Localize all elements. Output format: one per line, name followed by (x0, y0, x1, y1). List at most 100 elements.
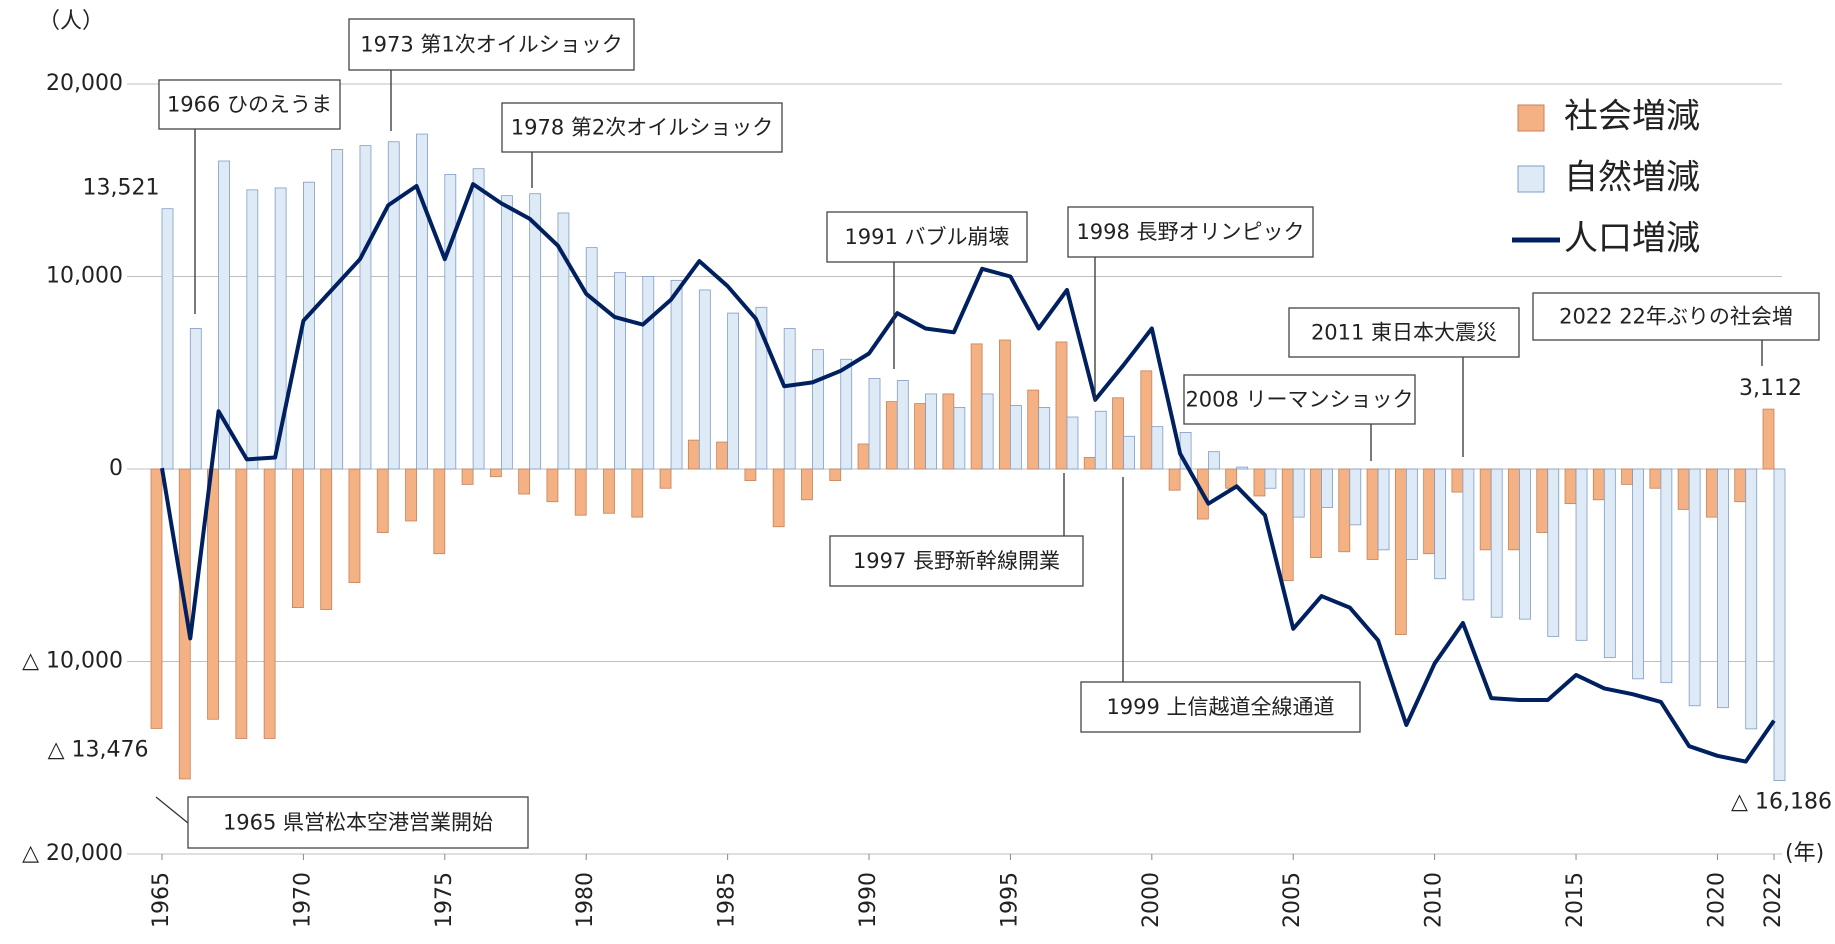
bar (1649, 468, 1662, 489)
data-label: △ 13,476 (48, 737, 149, 762)
legend-swatch (1517, 104, 1545, 132)
bar (1762, 408, 1775, 470)
bar (1140, 370, 1153, 470)
data-label: △ 16,186 (1731, 790, 1832, 815)
y-tick-label: 20,000 (46, 71, 123, 96)
bar (444, 174, 457, 470)
bar (433, 468, 446, 555)
bar (1575, 468, 1588, 641)
annotation: 2022 22年ぶりの社会増 (1532, 292, 1820, 366)
annotation-text: 2011 東日本大震災 (1311, 321, 1497, 345)
bar (1405, 468, 1418, 560)
bar (1310, 468, 1322, 558)
y-tick-label: △ 10,000 (22, 649, 123, 674)
bar (801, 468, 813, 501)
bar (642, 276, 655, 470)
bar (1734, 468, 1747, 503)
bar (1717, 468, 1729, 709)
bar (1338, 468, 1351, 553)
bar (292, 468, 304, 609)
y-tick-label: 10,000 (46, 264, 123, 289)
bar (574, 468, 587, 516)
x-tick-label: 2020 (1704, 872, 1729, 928)
annotation-box (187, 796, 529, 849)
bar (981, 393, 994, 470)
bar (1321, 468, 1333, 508)
bar (1547, 468, 1560, 637)
bar (489, 468, 502, 478)
bar (614, 272, 626, 470)
bar (207, 468, 219, 720)
bar (687, 439, 700, 470)
bar (218, 160, 230, 470)
annotation-text: 1997 長野新幹線開業 (853, 549, 1060, 573)
annotation-text: 1965 県営松本空港営業開始 (223, 811, 493, 835)
bar (246, 189, 259, 470)
annotation: 1997 長野新幹線開業 (829, 473, 1084, 587)
bar (896, 380, 909, 470)
x-tick-label: 1975 (432, 872, 457, 928)
bar (1010, 405, 1022, 470)
x-tick-label: 1965 (149, 872, 174, 928)
bar (1027, 389, 1040, 470)
bar (829, 468, 842, 481)
annotation-box (1532, 292, 1820, 341)
bar (263, 468, 276, 739)
bar (698, 289, 711, 470)
bar (670, 279, 683, 470)
bar (631, 468, 644, 518)
bar (1490, 468, 1503, 618)
data-label: 13,521 (83, 176, 160, 201)
bar (1508, 468, 1520, 551)
annotation-text: 2022 22年ぶりの社会増 (1559, 305, 1793, 329)
bar (235, 468, 248, 739)
bar (1055, 341, 1068, 470)
x-tick-label: 1990 (856, 872, 881, 928)
bar (1462, 468, 1475, 601)
bar (1688, 468, 1701, 707)
bar (1253, 468, 1266, 497)
bar (1094, 410, 1107, 470)
bar (840, 358, 853, 470)
bar (744, 468, 757, 481)
bar (603, 468, 615, 514)
bar (1479, 468, 1492, 551)
bar (416, 133, 428, 470)
bar (161, 208, 174, 470)
bar (783, 328, 796, 470)
bar (1773, 468, 1786, 781)
bar (1706, 468, 1718, 518)
annotation-text: 1973 第1次オイルショック (360, 33, 622, 57)
annotation-box (348, 18, 635, 71)
bar (303, 181, 315, 470)
bar (716, 441, 729, 470)
annotation: 1991 バブル崩壊 (826, 211, 1028, 369)
bar (970, 343, 983, 470)
y-tick-label: 0 (109, 456, 123, 481)
bar (150, 468, 163, 729)
bar (1264, 468, 1277, 489)
bar (387, 141, 400, 470)
bar (659, 468, 672, 489)
bar (1349, 468, 1362, 526)
x-tick-label: 1995 (997, 872, 1022, 928)
legend-label: 社会増減 (1564, 97, 1700, 137)
bar (405, 468, 417, 522)
bar (1377, 468, 1390, 551)
annotation-text: 1999 上信越道全線通道 (1106, 695, 1334, 719)
bar (1564, 468, 1577, 505)
x-tick-label: 1980 (573, 872, 598, 928)
bar (1660, 468, 1673, 684)
bar (857, 443, 870, 470)
bar (557, 212, 570, 470)
annotation-box (829, 535, 1084, 587)
bar (1745, 468, 1758, 730)
annotation: 2011 東日本大震災 (1288, 307, 1520, 457)
bar (585, 247, 598, 470)
bar (999, 339, 1011, 470)
bar (518, 468, 531, 495)
bar (953, 406, 966, 470)
x-tick-label: 2022 (1761, 872, 1786, 928)
